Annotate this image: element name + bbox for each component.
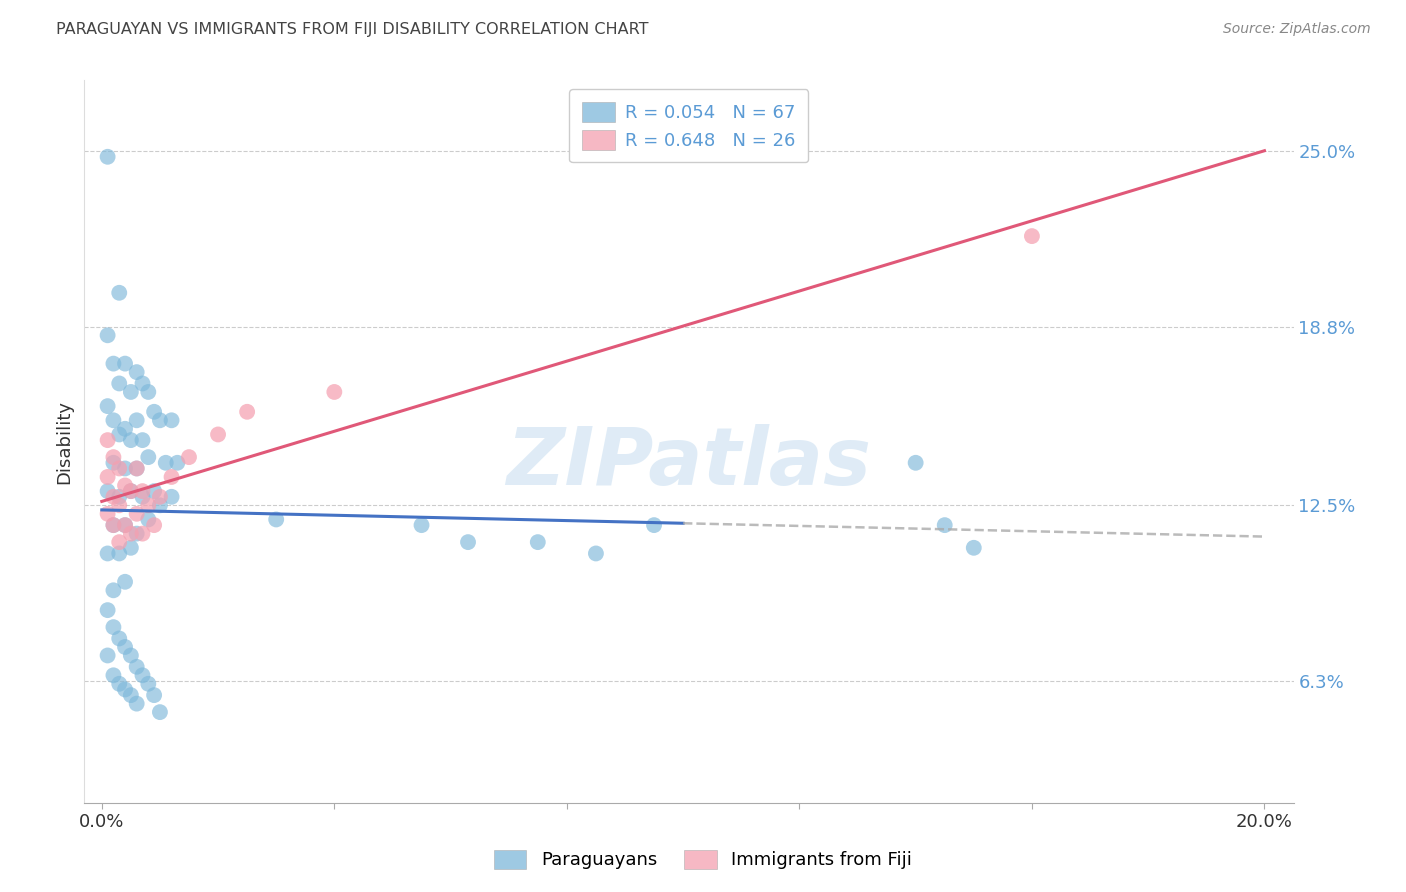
Point [114,478,136,492]
Point [149,705,172,719]
Point [166,456,188,470]
Point [103,668,125,682]
Point [131,376,153,391]
Point [585,546,607,560]
Point [114,422,136,436]
Point [125,461,148,475]
Point [114,682,136,697]
Point [97,150,120,164]
Point [131,433,153,447]
Point [149,490,172,504]
Point [136,450,159,464]
Point [160,413,183,427]
Point [114,640,136,654]
Point [155,456,177,470]
Point [103,518,125,533]
Point [125,660,148,674]
Point [963,541,986,555]
Point [103,450,125,464]
Point [97,433,120,447]
Point [131,484,153,499]
Point [97,648,120,663]
Point [1021,229,1043,244]
Legend: Paraguayans, Immigrants from Fiji: Paraguayans, Immigrants from Fiji [485,840,921,879]
Point [143,688,166,702]
Point [131,526,153,541]
Point [143,518,166,533]
Point [108,461,131,475]
Point [457,535,479,549]
Point [108,376,131,391]
Point [108,677,131,691]
Point [207,427,229,442]
Point [143,405,166,419]
Point [149,498,172,512]
Point [97,399,120,413]
Point [114,357,136,371]
Point [97,603,120,617]
Point [136,498,159,512]
Point [108,546,131,560]
Text: ZIPatlas: ZIPatlas [506,425,872,502]
Point [120,648,142,663]
Point [108,535,131,549]
Text: Source: ZipAtlas.com: Source: ZipAtlas.com [1223,22,1371,37]
Point [643,518,665,533]
Point [108,490,131,504]
Point [236,405,259,419]
Point [108,427,131,442]
Text: PARAGUAYAN VS IMMIGRANTS FROM FIJI DISABILITY CORRELATION CHART: PARAGUAYAN VS IMMIGRANTS FROM FIJI DISAB… [56,22,648,37]
Point [114,461,136,475]
Legend: R = 0.054   N = 67, R = 0.648   N = 26: R = 0.054 N = 67, R = 0.648 N = 26 [569,89,808,162]
Point [120,484,142,499]
Point [125,526,148,541]
Point [160,470,183,484]
Point [97,470,120,484]
Point [125,413,148,427]
Point [149,413,172,427]
Y-axis label: Disability: Disability [55,400,73,483]
Point [120,384,142,399]
Point [108,632,131,646]
Point [136,677,159,691]
Point [103,413,125,427]
Point [934,518,956,533]
Point [264,512,287,526]
Point [103,490,125,504]
Point [527,535,550,549]
Point [103,357,125,371]
Point [120,484,142,499]
Point [114,518,136,533]
Point [411,518,433,533]
Point [114,574,136,589]
Point [125,507,148,521]
Point [97,484,120,499]
Point [103,518,125,533]
Point [136,384,159,399]
Point [125,697,148,711]
Point [120,688,142,702]
Point [108,498,131,512]
Point [103,583,125,598]
Point [125,365,148,379]
Point [114,518,136,533]
Point [904,456,927,470]
Point [143,484,166,499]
Point [97,546,120,560]
Point [103,456,125,470]
Point [108,285,131,300]
Point [323,384,346,399]
Point [125,461,148,475]
Point [177,450,200,464]
Point [97,328,120,343]
Point [131,490,153,504]
Point [131,668,153,682]
Point [103,620,125,634]
Point [120,433,142,447]
Point [136,512,159,526]
Point [120,541,142,555]
Point [97,507,120,521]
Point [120,526,142,541]
Point [160,490,183,504]
